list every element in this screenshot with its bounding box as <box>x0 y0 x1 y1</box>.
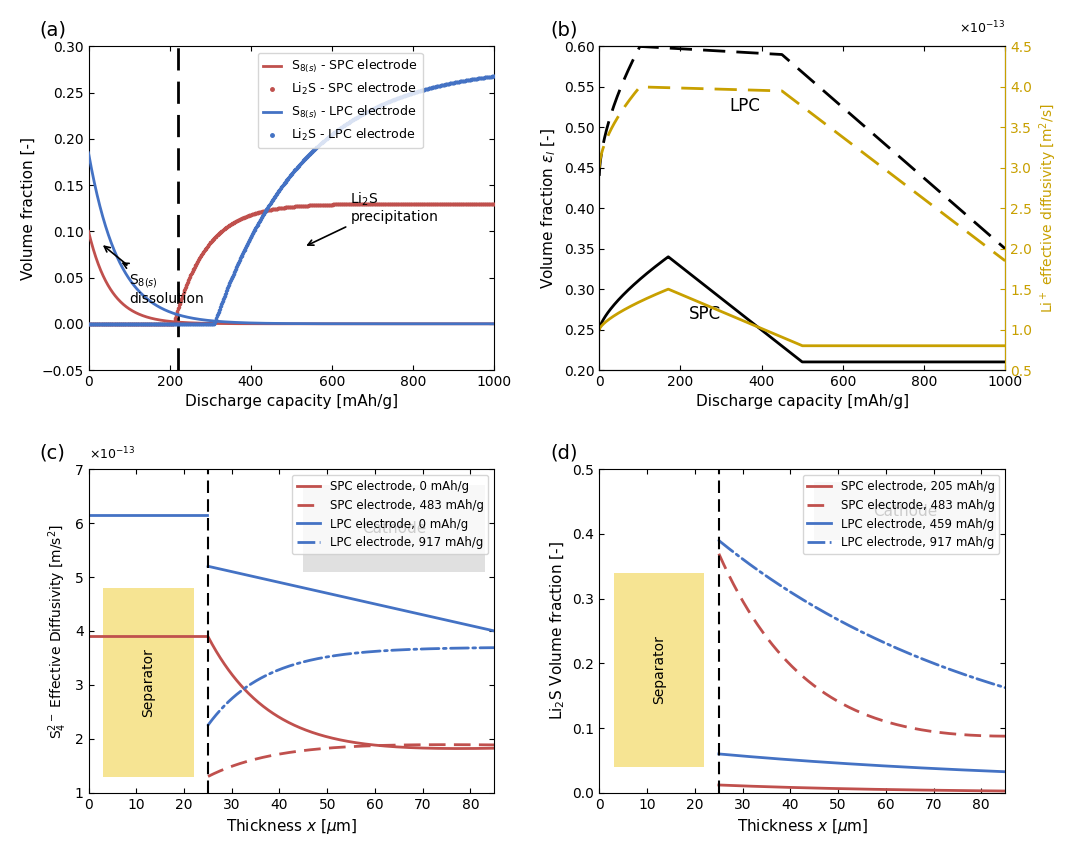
X-axis label: Thickness $x$ [$\mu$m]: Thickness $x$ [$\mu$m] <box>737 818 868 836</box>
Legend: SPC electrode, 0 mAh/g, SPC electrode, 483 mAh/g, LPC electrode, 0 mAh/g, LPC el: SPC electrode, 0 mAh/g, SPC electrode, 4… <box>292 475 488 554</box>
Bar <box>303 485 485 572</box>
Legend: SPC electrode, 205 mAh/g, SPC electrode, 483 mAh/g, LPC electrode, 459 mAh/g, LP: SPC electrode, 205 mAh/g, SPC electrode,… <box>802 475 999 554</box>
X-axis label: Thickness $x$ [$\mu$m]: Thickness $x$ [$\mu$m] <box>226 818 357 836</box>
Text: Cathode: Cathode <box>873 504 937 518</box>
Text: (c): (c) <box>40 444 66 463</box>
X-axis label: Discharge capacity [mAh/g]: Discharge capacity [mAh/g] <box>696 394 908 410</box>
Text: Separator: Separator <box>141 648 156 716</box>
Text: S$_{8(s)}$
dissolution: S$_{8(s)}$ dissolution <box>130 272 204 306</box>
Bar <box>613 572 704 767</box>
Text: Separator: Separator <box>652 635 666 704</box>
Y-axis label: Volume fraction [-]: Volume fraction [-] <box>21 137 36 279</box>
Bar <box>814 482 996 541</box>
Bar <box>103 588 193 776</box>
Text: (d): (d) <box>551 444 578 463</box>
Text: LPC: LPC <box>729 97 760 115</box>
Text: SPC: SPC <box>689 305 720 323</box>
Text: $\times 10^{-13}$: $\times 10^{-13}$ <box>959 20 1005 37</box>
Y-axis label: S$_4^{2-}$ Effective Diffusivity [m/s$^2$]: S$_4^{2-}$ Effective Diffusivity [m/s$^2… <box>46 524 69 739</box>
Text: (a): (a) <box>40 21 67 40</box>
Text: (b): (b) <box>551 21 578 40</box>
X-axis label: Discharge capacity [mAh/g]: Discharge capacity [mAh/g] <box>185 394 399 410</box>
Y-axis label: Li$^+$ effective diffusivity [m$^2$/s]: Li$^+$ effective diffusivity [m$^2$/s] <box>1038 104 1059 313</box>
Legend: S$_{8(s)}$ - SPC electrode, Li$_2$S - SPC electrode, S$_{8(s)}$ - LPC electrode,: S$_{8(s)}$ - SPC electrode, Li$_2$S - SP… <box>257 52 422 148</box>
Text: Cathode: Cathode <box>362 521 427 536</box>
Text: $\times 10^{-13}$: $\times 10^{-13}$ <box>89 446 135 463</box>
Text: Li$_2$S
precipitation: Li$_2$S precipitation <box>350 190 438 224</box>
Y-axis label: Volume fraction $\epsilon_l$ [-]: Volume fraction $\epsilon_l$ [-] <box>540 128 558 289</box>
Y-axis label: Li$_2$S Volume fraction [-]: Li$_2$S Volume fraction [-] <box>549 542 567 721</box>
